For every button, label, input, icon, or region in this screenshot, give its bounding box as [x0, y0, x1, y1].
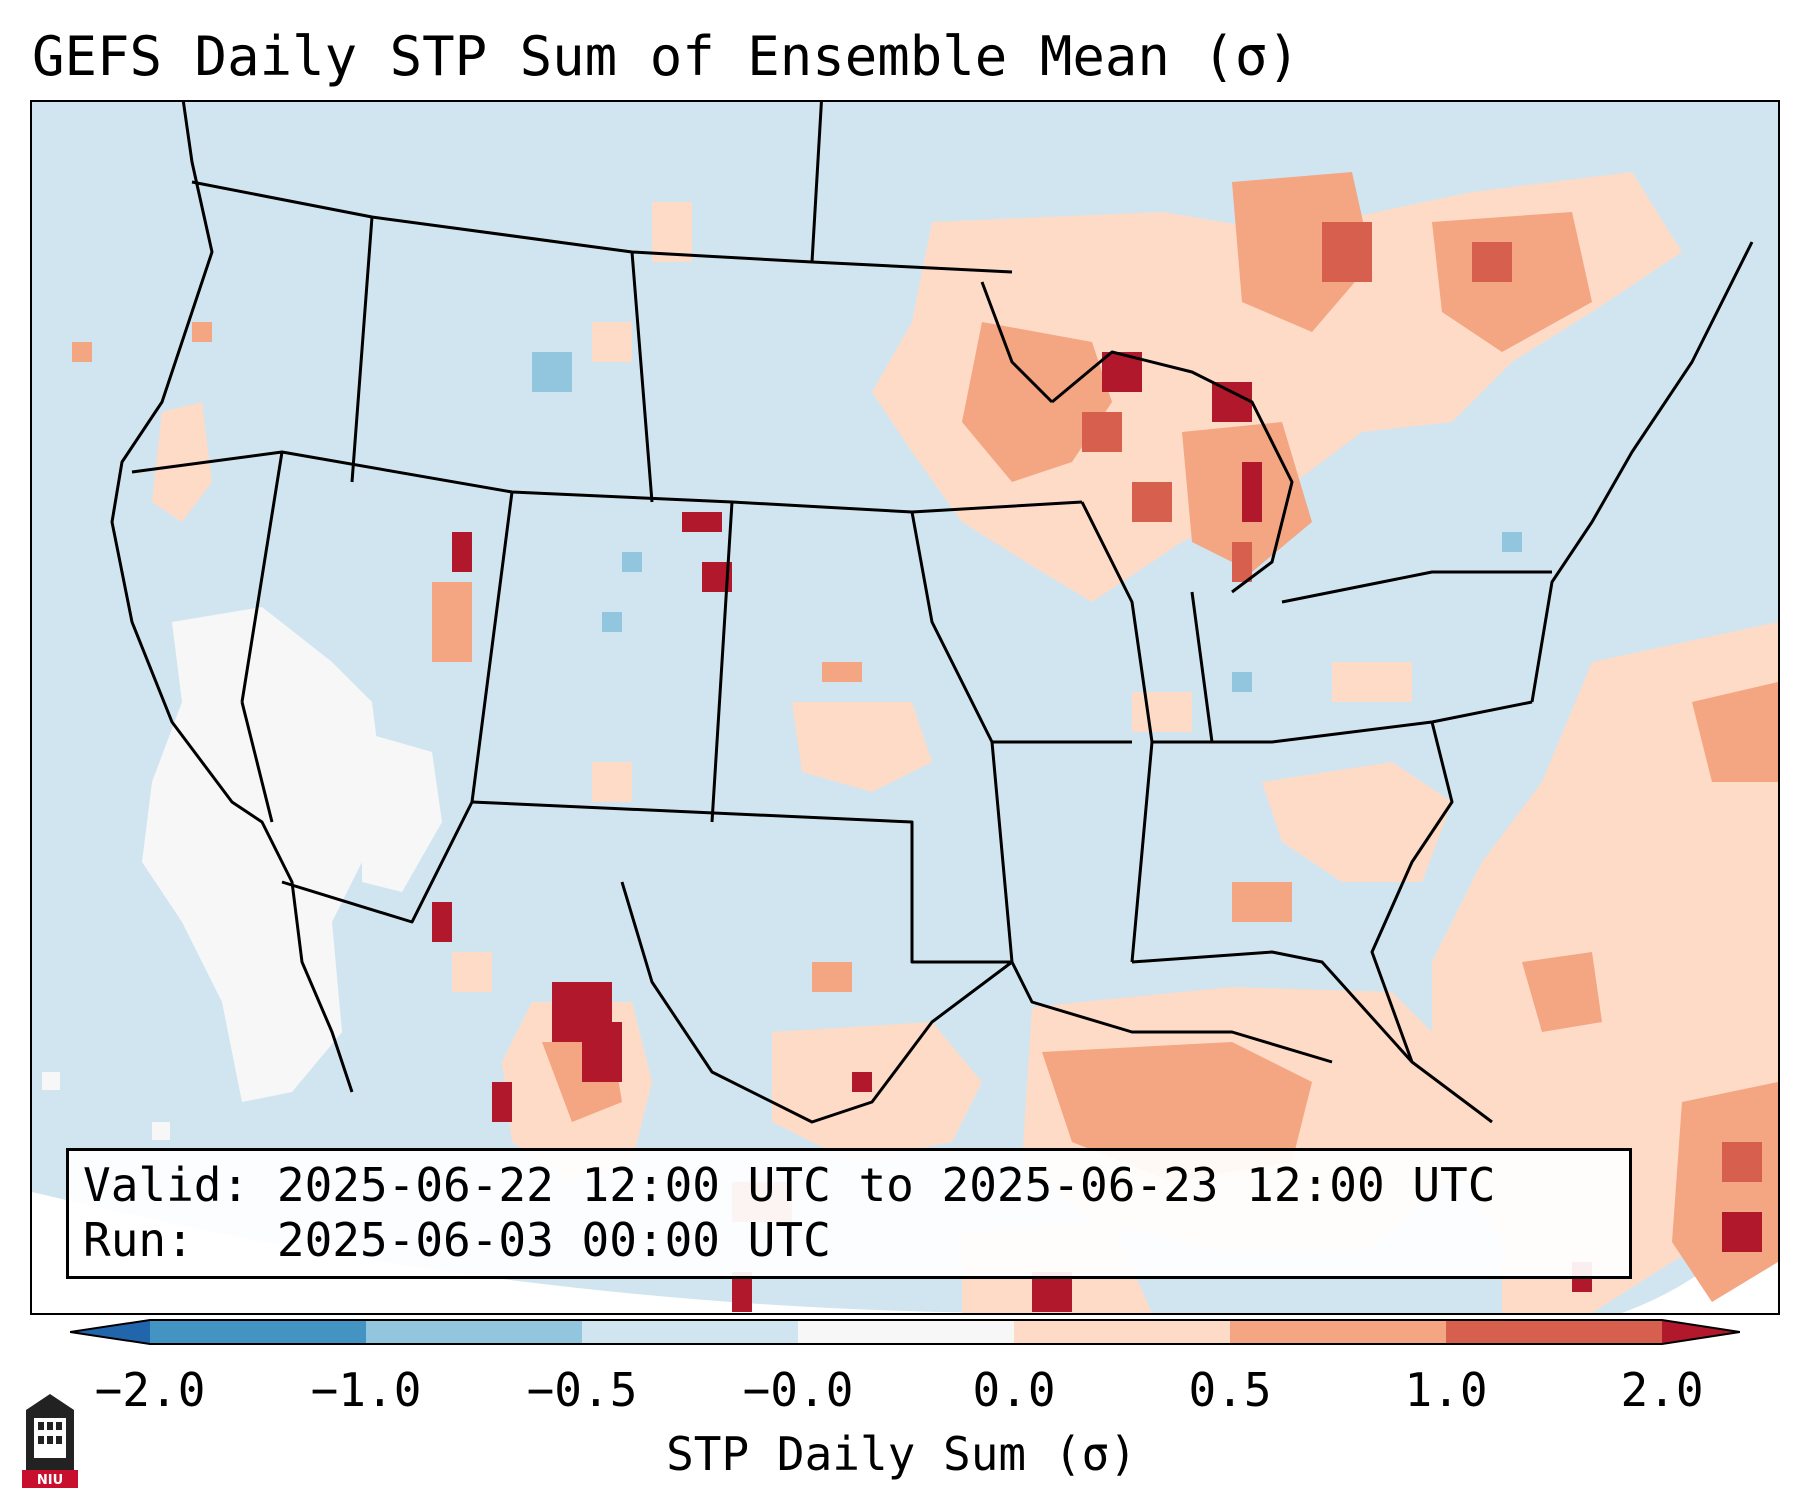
colorbar-extend-low: [70, 1320, 150, 1344]
colorbar-extend-high: [1662, 1320, 1740, 1344]
map-panel: [30, 100, 1780, 1315]
negative-region-light: [532, 352, 1522, 692]
validity-info-box: Valid: 2025-06-22 12:00 UTC to 2025-06-2…: [66, 1148, 1632, 1279]
colorbar: [70, 1319, 1740, 1345]
valid-time-line: Valid: 2025-06-22 12:00 UTC to 2025-06-2…: [83, 1158, 1629, 1213]
niu-logo: NIU: [22, 1394, 78, 1488]
map-title: GEFS Daily STP Sum of Ensemble Mean (σ): [32, 25, 1300, 88]
colorbar-bin-4: [798, 1320, 1014, 1344]
colorbar-tick-label: −1.0: [310, 1363, 422, 1417]
colorbar-bin-7: [1446, 1320, 1662, 1344]
colorbar-tick-label: −0.5: [526, 1363, 638, 1417]
map-canvas: [32, 102, 1778, 1313]
colorbar-tick-label: 2.0: [1620, 1363, 1704, 1417]
colorbar-bin-3: [582, 1320, 798, 1344]
run-label: Run:: [83, 1213, 194, 1267]
domain-edge-bottom-left: [32, 1192, 1032, 1313]
colorbar-bin-6: [1230, 1320, 1446, 1344]
colorbar-tick-label: 1.0: [1404, 1363, 1488, 1417]
colorbar-tick-label: 0.0: [972, 1363, 1056, 1417]
colorbar-label: STP Daily Sum (σ): [666, 1427, 1137, 1481]
run-value: 2025-06-03 00:00 UTC: [276, 1213, 831, 1267]
colorbar-bin-5: [1014, 1320, 1230, 1344]
colorbar-tick-label: 0.5: [1188, 1363, 1272, 1417]
colorbar-outline: [70, 1319, 1740, 1345]
colorbar-bin-2: [366, 1320, 582, 1344]
coastlines-and-borders: [110, 102, 1754, 1124]
run-time-line: Run: 2025-06-03 00:00 UTC: [83, 1213, 1629, 1268]
colorbar-tick-label: −0.0: [742, 1363, 854, 1417]
neutral-region-pacific-southwest: [42, 607, 442, 1140]
valid-value: 2025-06-22 12:00 UTC to 2025-06-23 12:00…: [276, 1158, 1496, 1212]
niu-logo-text: NIU: [37, 1473, 63, 1488]
valid-label: Valid:: [83, 1158, 250, 1212]
colorbar-tick-label: −2.0: [94, 1363, 206, 1417]
colorbar-bin-1: [150, 1320, 366, 1344]
